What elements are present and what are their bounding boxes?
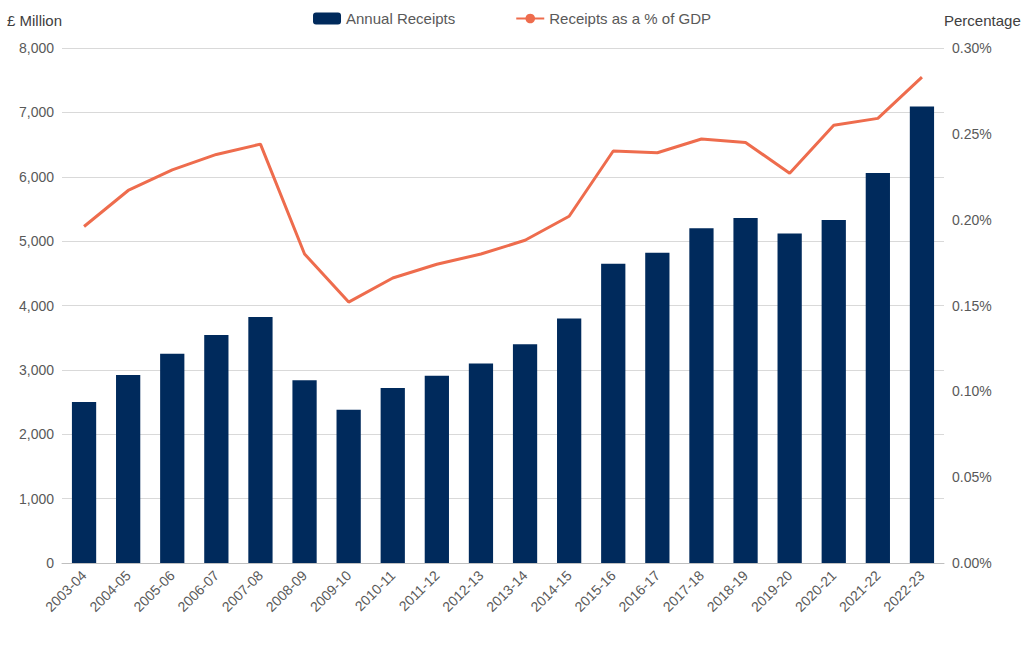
svg-text:7,000: 7,000 — [19, 104, 54, 120]
svg-text:2011-12: 2011-12 — [396, 567, 443, 614]
svg-text:2004-05: 2004-05 — [86, 567, 134, 615]
svg-text:6,000: 6,000 — [19, 169, 54, 185]
svg-text:2003-04: 2003-04 — [42, 567, 90, 615]
svg-text:2021-22: 2021-22 — [836, 567, 884, 615]
svg-text:3,000: 3,000 — [19, 362, 54, 378]
svg-text:2019-20: 2019-20 — [748, 567, 796, 615]
svg-text:2008-09: 2008-09 — [263, 567, 311, 615]
svg-text:2022-23: 2022-23 — [880, 567, 928, 615]
svg-text:2,000: 2,000 — [19, 426, 54, 442]
svg-text:0.00%: 0.00% — [952, 555, 992, 571]
svg-text:2013-14: 2013-14 — [483, 567, 531, 615]
svg-text:2012-13: 2012-13 — [439, 567, 487, 615]
svg-text:0.15%: 0.15% — [952, 298, 992, 314]
svg-text:8,000: 8,000 — [19, 40, 54, 56]
svg-text:2014-15: 2014-15 — [527, 567, 575, 615]
svg-text:2006-07: 2006-07 — [174, 567, 222, 615]
svg-text:0.20%: 0.20% — [952, 212, 992, 228]
svg-text:2016-17: 2016-17 — [615, 567, 663, 615]
svg-text:0.30%: 0.30% — [952, 40, 992, 56]
svg-text:2007-08: 2007-08 — [218, 567, 266, 615]
svg-text:5,000: 5,000 — [19, 233, 54, 249]
svg-text:0.25%: 0.25% — [952, 126, 992, 142]
svg-text:2020-21: 2020-21 — [792, 567, 840, 615]
svg-text:2005-06: 2005-06 — [130, 567, 178, 615]
svg-text:2015-16: 2015-16 — [571, 567, 619, 615]
svg-text:0: 0 — [46, 555, 54, 571]
svg-text:0.10%: 0.10% — [952, 383, 992, 399]
svg-text:Percentage: Percentage — [944, 12, 1021, 29]
svg-text:1,000: 1,000 — [19, 491, 54, 507]
svg-text:£ Million: £ Million — [7, 12, 62, 29]
svg-text:2018-19: 2018-19 — [704, 567, 752, 615]
svg-text:4,000: 4,000 — [19, 298, 54, 314]
svg-text:Annual Receipts: Annual Receipts — [346, 10, 455, 27]
svg-text:Receipts as a % of GDP: Receipts as a % of GDP — [549, 10, 711, 27]
svg-text:2017-18: 2017-18 — [659, 567, 707, 615]
svg-text:0.05%: 0.05% — [952, 469, 992, 485]
svg-text:2010-11: 2010-11 — [352, 567, 399, 614]
svg-text:2009-10: 2009-10 — [307, 567, 355, 615]
